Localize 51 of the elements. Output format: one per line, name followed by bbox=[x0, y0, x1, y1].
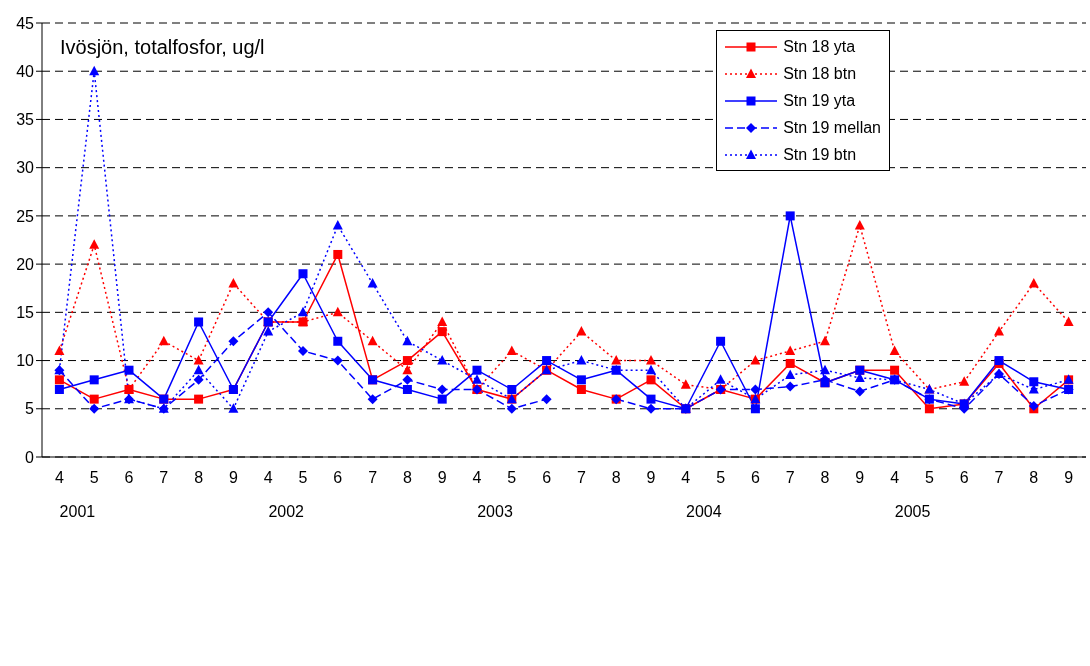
x-tick-label: 8 bbox=[611, 469, 621, 486]
legend-label: Stn 19 yta bbox=[783, 91, 856, 110]
x-tick-label: 8 bbox=[402, 469, 412, 486]
x-tick-label: 7 bbox=[368, 469, 378, 486]
legend-label: Stn 18 btn bbox=[783, 64, 857, 83]
x-tick-label: 8 bbox=[1029, 469, 1039, 486]
x-tick-label: 5 bbox=[89, 469, 99, 486]
x-tick-label: 9 bbox=[646, 469, 656, 486]
x-tick-label: 5 bbox=[298, 469, 308, 486]
y-tick-label: 40 bbox=[16, 62, 35, 80]
x-tick-label: 9 bbox=[437, 469, 447, 486]
x-tick-label: 7 bbox=[994, 469, 1004, 486]
y-tick-label: 30 bbox=[16, 159, 35, 177]
y-tick-label: 35 bbox=[16, 111, 35, 129]
x-tick-label: 9 bbox=[855, 469, 865, 486]
text: 2004 bbox=[686, 503, 722, 520]
x-tick-label: 7 bbox=[159, 469, 169, 486]
x-tick-label: 6 bbox=[124, 469, 134, 486]
x-tick-label: 6 bbox=[959, 469, 969, 486]
x-tick-label: 5 bbox=[716, 469, 726, 486]
x-tick-label: 8 bbox=[194, 469, 204, 486]
x-tick-label: 4 bbox=[681, 469, 691, 486]
x-tick-label: 5 bbox=[924, 469, 934, 486]
text: Ivösjön, totalfosfor, ug/l bbox=[60, 36, 265, 59]
x-tick-label: 9 bbox=[1064, 469, 1074, 486]
x-tick-label: 7 bbox=[785, 469, 795, 486]
x-tick-label: 6 bbox=[542, 469, 552, 486]
text: 2005 bbox=[894, 503, 931, 520]
x-tick-label: 6 bbox=[333, 469, 343, 486]
y-tick-label: 10 bbox=[16, 352, 35, 370]
y-tick-label: 45 bbox=[16, 14, 35, 32]
x-tick-label: 4 bbox=[472, 469, 482, 486]
x-tick-label: 6 bbox=[750, 469, 760, 486]
x-tick-label: 5 bbox=[507, 469, 517, 486]
legend-label: Stn 19 mellan bbox=[783, 118, 881, 137]
x-tick-label: 7 bbox=[576, 469, 586, 486]
y-tick-label: 25 bbox=[16, 207, 35, 225]
x-tick-label: 4 bbox=[890, 469, 900, 486]
y-tick-label: 0 bbox=[25, 448, 35, 466]
x-tick-label: 9 bbox=[228, 469, 238, 486]
y-tick-label: 15 bbox=[16, 304, 35, 322]
x-tick-label: 4 bbox=[54, 469, 64, 486]
text: 2002 bbox=[268, 503, 305, 520]
x-tick-label: 8 bbox=[820, 469, 830, 486]
y-tick-label: 20 bbox=[16, 255, 35, 273]
text: 2001 bbox=[59, 503, 96, 520]
text: 2003 bbox=[477, 503, 513, 520]
x-tick-label: 4 bbox=[263, 469, 273, 486]
legend-label: Stn 18 yta bbox=[783, 37, 856, 56]
legend-label: Stn 19 btn bbox=[783, 145, 857, 164]
y-tick-label: 5 bbox=[25, 400, 35, 418]
